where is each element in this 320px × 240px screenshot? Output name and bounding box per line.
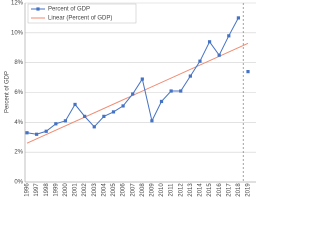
x-tick-label: 1997	[34, 183, 40, 197]
x-tick-label: 2004	[101, 183, 107, 197]
x-tick-label: 2013	[188, 183, 194, 197]
x-tick-label: 1996	[25, 183, 31, 197]
y-axis-label: Percent of GDP	[5, 71, 11, 113]
y-tick-label: 8%	[14, 60, 23, 66]
legend-label: Percent of GDP	[48, 7, 90, 13]
x-tick-label: 1998	[44, 183, 50, 197]
trend-line	[26, 42, 249, 144]
legend-marker	[36, 7, 40, 11]
x-tick-label: 2006	[121, 183, 127, 197]
data-point	[35, 132, 39, 136]
x-tick-label: 2019	[246, 183, 252, 197]
page: Percent of GDP 0% 2% 4% 6% 8% 10% 12% 1996 1997 1…	[4, 0, 256, 197]
data-point	[140, 77, 144, 81]
data-point	[227, 34, 231, 38]
data-point	[54, 122, 58, 126]
data-point	[188, 74, 192, 78]
data-point	[25, 131, 29, 135]
y-tick-label: 6%	[14, 90, 23, 96]
legend: Percent of GDP Linear (Percent of GDP)	[27, 3, 137, 24]
data-point	[83, 114, 87, 118]
x-tick-label: 2005	[111, 183, 117, 197]
data-point	[198, 59, 202, 63]
data-point	[159, 99, 164, 104]
x-tick-label: 1999	[53, 183, 59, 197]
data-point	[236, 16, 240, 20]
data-point	[121, 104, 125, 108]
x-tick-label: 2002	[82, 183, 88, 197]
x-tick-label: 2016	[217, 183, 223, 197]
data-point	[246, 70, 250, 74]
x-tick-label: 2001	[73, 183, 79, 197]
y-tick-label: 10%	[11, 30, 24, 36]
data-point	[150, 119, 154, 123]
x-tick-label: 2011	[169, 183, 175, 197]
x-tick-label: 2014	[198, 183, 204, 197]
x-tick-label: 2010	[159, 183, 165, 197]
x-tick-label: 2003	[92, 183, 98, 197]
chart: Percent of GDP 0% 2% 4% 6% 8% 10% 12% 1996 1997 1…	[5, 1, 256, 197]
data-point	[207, 40, 212, 44]
x-tick-label: 2012	[178, 183, 184, 197]
y-tick-label: 4%	[14, 120, 23, 126]
x-tick-label: 2000	[63, 183, 69, 197]
y-tick-label: 2%	[14, 150, 23, 156]
x-tick-label: 2008	[140, 183, 146, 197]
data-point	[92, 125, 96, 129]
data-point	[179, 89, 183, 93]
data-point	[111, 110, 116, 114]
x-tick-label: 2009	[149, 183, 155, 197]
legend-label: Linear (Percent of GDP)	[48, 16, 112, 22]
x-tick-label: 2007	[130, 183, 136, 197]
x-tick-label: 2017	[226, 183, 232, 197]
legend-box	[27, 3, 137, 24]
data-point	[102, 114, 106, 118]
series-line	[26, 17, 239, 135]
x-tick-label: 2015	[207, 183, 213, 197]
data-point	[169, 89, 173, 93]
x-tick-label: 2018	[236, 183, 242, 197]
y-tick-label: 12%	[11, 1, 24, 7]
data-point	[63, 119, 68, 123]
data-point	[44, 129, 48, 133]
data-point	[217, 53, 221, 57]
data-point	[131, 92, 135, 96]
y-tick-label: 0%	[14, 180, 23, 186]
data-point	[73, 102, 77, 107]
